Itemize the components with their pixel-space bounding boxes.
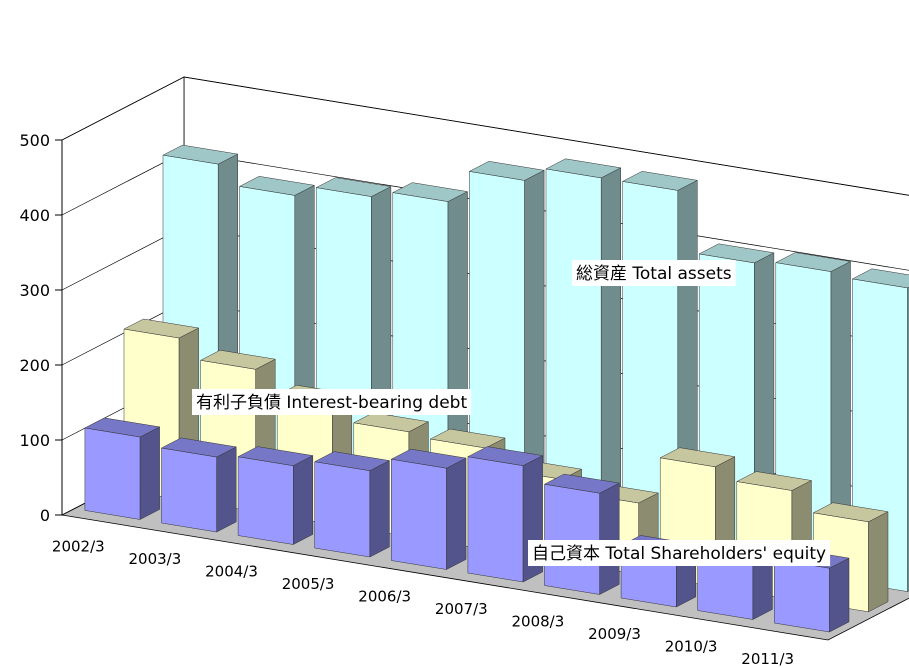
x-tick-label: 2003/3: [129, 550, 182, 568]
bar-shareholders-equity-2004/3: [237, 446, 314, 545]
series-label: 有利子負債 Interest-bearing debt: [192, 389, 472, 415]
y-tick-label: 500: [19, 131, 50, 150]
y-tick-label: 400: [19, 206, 50, 225]
x-tick-label: 2002/3: [52, 537, 105, 555]
series-label: 総資産 Total assets: [572, 260, 736, 286]
bar-shareholders-equity-2003/3: [160, 437, 237, 533]
x-tick-label: 2006/3: [358, 587, 411, 605]
gridline: [61, 76, 909, 196]
svg-text:総資産 Total assets: 総資産 Total assets: [576, 264, 732, 284]
svg-text:自己資本 Total Shareholders' equi: 自己資本 Total Shareholders' equity: [532, 544, 826, 564]
bar-shareholders-equity-2006/3: [390, 448, 467, 570]
x-tick-label: 2007/3: [435, 600, 488, 618]
y-tick-label: 100: [19, 431, 50, 450]
x-tick-label: 2009/3: [588, 625, 641, 643]
x-tick-label: 2008/3: [512, 612, 565, 630]
bar-shareholders-equity-2010/3: [696, 540, 774, 620]
series-labels: 総資産 Total assets 有利子負債 Interest-bearing d…: [192, 260, 831, 566]
bar-shareholders-equity-2002/3: [84, 417, 161, 520]
y-axis: 0 100 200 300 400 500: [19, 131, 63, 525]
svg-text:有利子負債 Interest-bearing debt: 有利子負債 Interest-bearing debt: [196, 393, 467, 413]
x-axis: 2002/3 2003/3 2004/3 2005/3 2006/3 2007/3 2008…: [52, 537, 794, 668]
y-tick-label: 300: [19, 281, 50, 300]
x-tick-label: 2004/3: [205, 562, 258, 580]
bar-shareholders-equity-2008/3: [543, 473, 620, 595]
x-tick-label: 2005/3: [282, 575, 335, 593]
y-tick-label: 0: [40, 506, 50, 525]
x-tick-label: 2011/3: [741, 650, 794, 668]
y-tick-label: 200: [19, 356, 50, 375]
bar-shareholders-equity-2005/3: [313, 451, 391, 558]
series-label: 自己資本 Total Shareholders' equity: [528, 540, 831, 566]
x-tick-label: 2010/3: [665, 637, 718, 655]
